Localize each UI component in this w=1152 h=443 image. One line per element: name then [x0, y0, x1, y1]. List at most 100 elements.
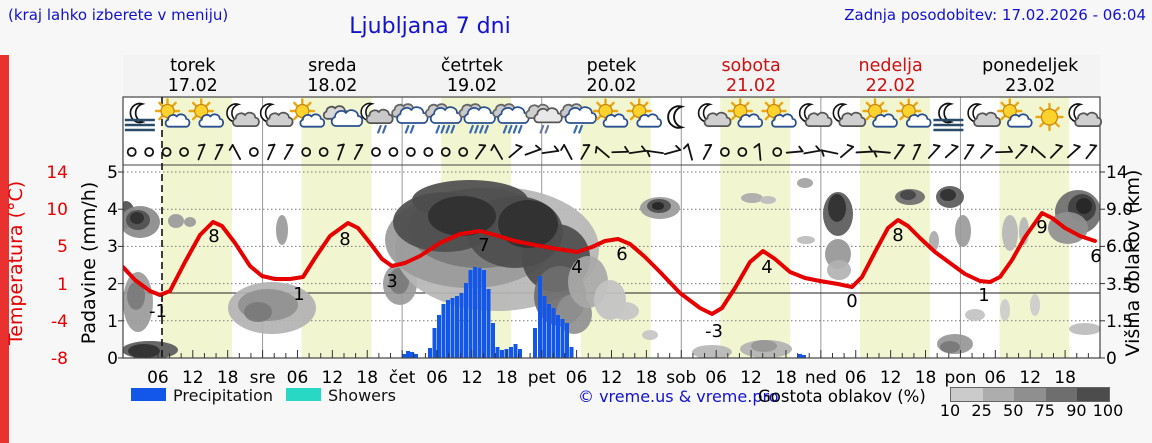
wind-barb [1015, 144, 1028, 159]
wind-barb [839, 144, 855, 159]
weather-icon-partly-sunny [154, 98, 191, 128]
cloud-layer [123, 178, 1100, 358]
cloud-shape [905, 113, 932, 128]
wind-barb-feather [846, 144, 855, 148]
weather-icon-night-cloud [226, 103, 260, 128]
wind-barb [1049, 144, 1063, 159]
wind-barb-feather [868, 145, 874, 153]
cloud-shape [463, 106, 496, 124]
cloud-blob [965, 309, 985, 321]
cloud-blob [827, 260, 851, 280]
wind-barb-feather [337, 143, 345, 147]
wind-barb-shaft [283, 144, 294, 160]
temperature-annotation: 8 [892, 225, 903, 246]
cloud-blob [389, 268, 409, 294]
wind-barb-shaft [214, 143, 224, 161]
wind-barb [214, 143, 224, 161]
wind-barb-feather [267, 143, 276, 147]
day-date: 22.02 [866, 76, 916, 96]
precip-bar [428, 348, 432, 358]
wind-barb [873, 150, 891, 158]
day-header-band [123, 55, 1100, 97]
wind-barb [995, 145, 1013, 154]
wind-barb-feather [215, 143, 224, 147]
x-hour-label: 18 [775, 368, 797, 388]
wind-barb-shaft [337, 143, 345, 161]
weather-icon-fog-night [124, 102, 155, 132]
precip-bar [560, 319, 565, 358]
location-hint: (kraj lahko izberete v meniju) [8, 6, 229, 24]
wind-barb-shaft [839, 145, 855, 159]
wind-calm-circle [318, 147, 329, 157]
x-day-label: sob [666, 368, 696, 388]
precip-bar [410, 352, 414, 358]
sun-disc [733, 103, 748, 119]
temperature-annotation: 7 [478, 235, 489, 256]
cloud-blob [244, 302, 272, 322]
wind-barb [353, 144, 364, 160]
wind-barb-shaft [758, 143, 762, 161]
wind-barb [785, 145, 804, 154]
wind-barb [283, 144, 294, 160]
wind-barb-shaft [1066, 145, 1081, 159]
wind-barb-feather [682, 143, 689, 150]
credit-link[interactable]: © vreme.us & vreme.pro [578, 387, 779, 406]
cloud-scale-label: 25 [971, 401, 992, 420]
wind-barb-shaft [541, 149, 560, 155]
cloud-blob [428, 196, 496, 236]
cloud-blob [276, 215, 288, 245]
precip-axis-title: Padavine (mm/h) [78, 182, 100, 345]
cloud-axis-label: 0 [1106, 349, 1117, 369]
weather-icon-heavy-rain [424, 103, 463, 134]
precip-bar [486, 289, 491, 358]
rain-tick [479, 124, 484, 134]
sun-disc [295, 103, 310, 119]
x-hour-label: 12 [601, 368, 623, 388]
x-hour-label: 18 [915, 368, 937, 388]
temp-axis-label: 1 [57, 275, 68, 295]
wind-barb-feather [197, 143, 206, 147]
rain-tick [573, 124, 578, 134]
wind-barb-shaft [995, 150, 1013, 154]
x-hour-label: 12 [461, 368, 483, 388]
cloud-shape [804, 111, 833, 128]
rain-tick [377, 124, 382, 134]
wind-barb-shaft [595, 145, 610, 159]
cloud-blob [940, 189, 956, 201]
wind-barb [228, 144, 242, 160]
wind-barb [267, 143, 276, 161]
rain-tick [469, 124, 474, 134]
rain-tick [544, 124, 550, 134]
wind-barb [611, 145, 630, 154]
rain-tick [404, 124, 410, 134]
weather-icon-partly-sunny [896, 98, 932, 128]
wind-barb-feather [897, 144, 905, 147]
cloud-scale-segment [1014, 388, 1046, 401]
cloud-scale-label: 75 [1034, 401, 1055, 420]
cloud-shape [533, 107, 563, 124]
rain-tick [445, 124, 451, 134]
precip-bar [500, 350, 504, 358]
weather-icon-rain [391, 103, 429, 134]
cloud-blob [741, 193, 763, 203]
wind-calm-circle [248, 147, 259, 157]
temp-axis-label: -4 [51, 312, 68, 332]
wind-barb-shaft [785, 150, 804, 154]
moon-crescent [667, 105, 686, 129]
sun-disc [1002, 103, 1017, 119]
cloud-shape [232, 111, 260, 128]
rain-tick [507, 124, 513, 134]
temperature-layer [123, 211, 1097, 316]
wind-barb [944, 144, 959, 159]
precip-bar [468, 270, 473, 358]
cloud-blob [611, 302, 639, 320]
sun-disc [766, 103, 782, 119]
precip-bar [513, 344, 518, 358]
temperature-annotation: 8 [208, 226, 219, 247]
cloud-scale-segment [1045, 388, 1078, 401]
cloud-shape [198, 113, 225, 128]
showers-swatch [286, 388, 321, 401]
precip-bar [402, 354, 406, 358]
x-hour-label: 06 [984, 368, 1006, 388]
cloud-blob [184, 217, 196, 227]
